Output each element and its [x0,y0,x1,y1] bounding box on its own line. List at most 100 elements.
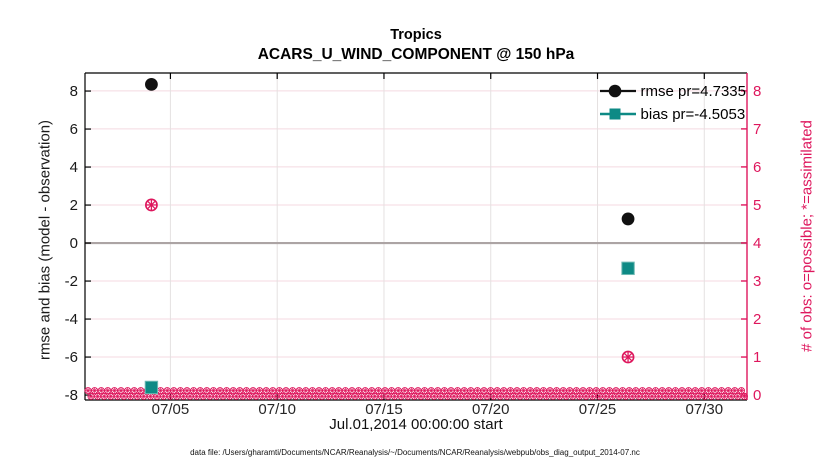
obs-asterisk-glyph [527,388,533,393]
obs-zero-band-marker [493,387,501,395]
x-tick-label: 07/15 [365,401,403,418]
obs-asterisk-glyph [211,388,216,393]
obs-zero-band-marker [170,387,178,395]
obs-asterisk-glyph [530,394,536,399]
obs-asterisk-glyph [148,394,153,399]
obs-zero-band-marker [117,387,125,395]
obs-asterisk-glyph [247,394,252,399]
obs-zero-band-marker [368,387,376,395]
legend-label-bias: bias pr=-4.5053 [640,105,746,123]
obs-asterisk-glyph [623,394,628,399]
rmse-point [145,78,158,91]
obs-zero-band-marker [704,387,712,395]
obs-zero-band-marker [404,392,412,400]
obs-zero-band-marker [509,392,517,400]
obs-asterisk-glyph [686,388,691,393]
legend-label-rmse: rmse pr=4.7335 [640,82,746,100]
obs-asterisk-glyph [494,388,500,393]
obs-zero-band-marker [734,392,742,400]
obs-zero-band-marker [460,387,468,395]
obs-zero-band-marker [262,387,270,395]
obs-zero-band-marker [440,387,448,395]
obs-zero-band-marker [645,387,653,395]
obs-asterisk-glyph [184,388,190,393]
obs-zero-band-marker [137,387,145,395]
obs-asterisk-glyph [171,388,177,393]
obs-asterisk-glyph [471,394,477,399]
obs-zero-band-marker [599,387,607,395]
obs-zero-band-marker [153,392,161,400]
obs-zero-band-marker [691,387,699,395]
obs-asterisk-glyph [389,388,394,393]
obs-asterisk-glyph [679,388,685,393]
obs-asterisk-glyph [402,388,408,393]
obs-zero-band-marker [526,387,534,395]
obs-asterisk-glyph [385,394,391,399]
obs-asterisk-glyph [299,394,305,399]
obs-zero-band-marker [209,387,217,395]
obs-asterisk-glyph [266,394,272,399]
obs-zero-band-marker [239,392,247,400]
obs-zero-band-marker [516,392,524,400]
obs-zero-band-marker [203,387,211,395]
obs-asterisk-glyph [534,388,540,393]
obs-zero-band-marker [605,387,613,395]
obs-zero-band-marker [285,392,293,400]
right-tick-label: 3 [753,273,761,290]
obs-zero-band-marker [569,392,577,400]
obs-asterisk-glyph [174,394,180,399]
obs-asterisk-glyph [590,394,595,399]
obs-zero-band-marker [582,392,590,400]
obs-zero-band-marker [714,392,722,400]
obs-zero-band-marker [430,392,438,400]
obs-zero-band-marker [196,387,204,395]
obs-zero-band-marker [542,392,550,400]
obs-zero-band-marker [104,387,112,395]
obs-asterisk-glyph [596,394,602,399]
obs-asterisk-glyph [497,394,503,399]
obs-zero-band-marker [133,392,141,400]
obs-asterisk-glyph [365,394,371,399]
bias-line-marker-icon [599,108,636,120]
obs-zero-band-marker [701,392,709,400]
obs-zero-band-marker [397,392,405,400]
obs-zero-band-marker [252,392,260,400]
obs-asterisk-glyph [356,388,361,393]
obs-zero-band-marker [94,392,102,400]
obs-zero-band-marker [559,387,567,395]
obs-zero-band-marker [450,392,458,400]
obs-asterisk-glyph [398,394,404,399]
obs-zero-band-marker [381,387,389,395]
obs-circle-glyph [740,392,748,400]
obs-zero-band-marker [226,392,234,400]
obs-asterisk-glyph [676,394,681,399]
bias-point [621,261,635,276]
obs-zero-band-marker [278,392,286,400]
obs-asterisk-glyph [653,388,658,393]
obs-asterisk-glyph [415,388,421,393]
obs-zero-band-marker [694,392,702,400]
obs-zero-band-marker [183,387,191,395]
obs-zero-band-marker [335,387,343,395]
obs-asterisk-glyph [313,394,318,399]
obs-asterisk-glyph [270,388,276,393]
obs-zero-band-marker [190,387,198,395]
obs-zero-band-marker [681,392,689,400]
obs-asterisk-glyph [131,388,137,393]
x-tick-label: 07/25 [579,401,617,418]
obs-zero-band-marker [325,392,333,400]
obs-zero-band-marker [658,387,666,395]
obs-asterisk-glyph [161,394,166,399]
rmse-line-marker-icon [599,84,636,98]
obs-zero-band-marker [410,392,418,400]
obs-zero-band-marker [206,392,214,400]
obs-asterisk-glyph [194,394,199,399]
legend-item-rmse: rmse pr=4.7335 [599,80,746,102]
obs-asterisk-glyph [541,388,546,393]
obs-zero-band-marker [490,392,498,400]
obs-asterisk-glyph [418,394,424,399]
left-axis-label: rmse and bias (model - observation) [36,119,54,361]
obs-zero-band-marker [166,392,174,400]
obs-asterisk-glyph [204,388,210,393]
obs-asterisk-glyph [217,388,223,393]
